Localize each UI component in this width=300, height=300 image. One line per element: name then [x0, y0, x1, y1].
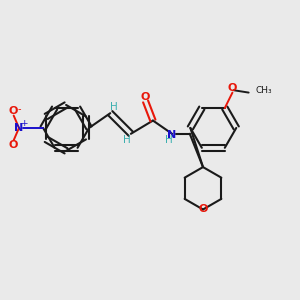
Text: H: H — [124, 135, 131, 145]
Text: -: - — [17, 104, 21, 114]
Text: O: O — [9, 106, 18, 116]
Text: +: + — [20, 119, 27, 128]
Text: O: O — [9, 140, 18, 150]
Text: H: H — [165, 135, 173, 145]
Text: CH₃: CH₃ — [255, 86, 272, 95]
Text: O: O — [141, 92, 150, 102]
Text: H: H — [110, 102, 118, 112]
Text: N: N — [14, 123, 24, 133]
Text: O: O — [228, 83, 237, 94]
Text: N: N — [167, 130, 177, 140]
Text: O: O — [198, 205, 208, 214]
